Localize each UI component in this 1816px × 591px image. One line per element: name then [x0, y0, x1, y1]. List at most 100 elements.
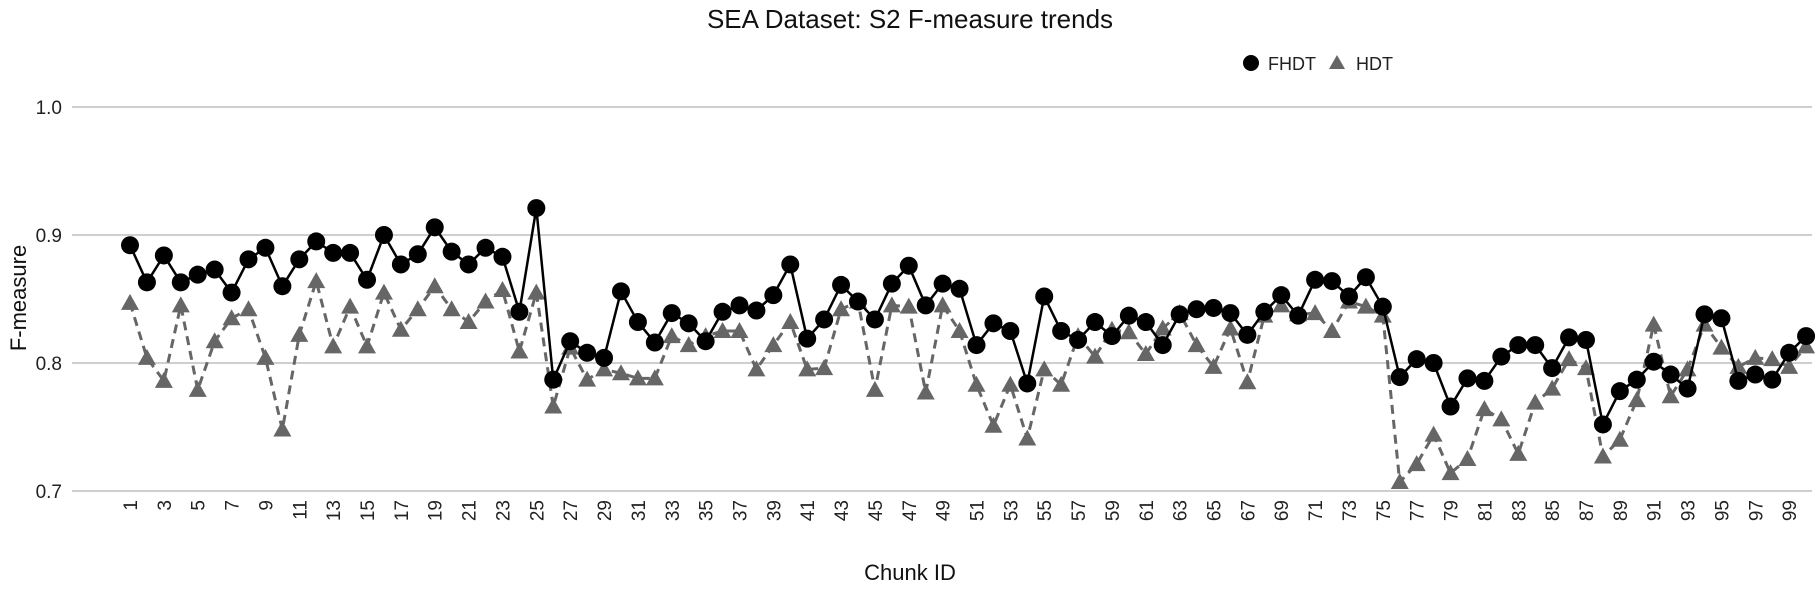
x-tick-label: 39 [764, 500, 785, 521]
data-point-fhdt [1543, 359, 1562, 378]
data-point-fhdt [205, 260, 224, 279]
data-point-fhdt [1424, 354, 1443, 372]
x-tick-label: 1 [121, 500, 142, 511]
data-point-hdt [256, 348, 275, 365]
data-point-fhdt [1221, 304, 1240, 323]
data-point-hdt [916, 383, 935, 400]
data-point-fhdt [1339, 287, 1358, 306]
data-point-hdt [391, 320, 410, 337]
data-point-hdt [1119, 323, 1138, 340]
data-point-hdt [764, 336, 783, 353]
x-tick-label: 79 [1442, 500, 1463, 521]
data-point-fhdt [1712, 309, 1731, 328]
data-point-hdt [307, 272, 326, 289]
data-point-fhdt [239, 250, 258, 269]
legend-fhdt-marker-icon [1243, 55, 1259, 71]
data-point-hdt [1187, 336, 1206, 353]
data-point-hdt [984, 416, 1003, 433]
y-axis-label: F-measure [6, 245, 31, 351]
data-point-fhdt [1492, 347, 1511, 366]
x-tick-label: 99 [1780, 500, 1801, 521]
x-tick-label: 15 [358, 500, 379, 521]
data-point-hdt [1543, 379, 1562, 396]
data-point-fhdt [188, 265, 207, 284]
data-point-hdt [476, 292, 495, 309]
data-point-hdt [1492, 410, 1511, 427]
data-point-fhdt [510, 302, 529, 321]
data-point-fhdt [832, 275, 851, 294]
x-tick-label: 89 [1611, 500, 1632, 521]
data-point-hdt [1695, 315, 1714, 332]
data-point-fhdt [374, 226, 393, 244]
x-tick-label: 81 [1475, 500, 1496, 521]
data-point-hdt [1356, 297, 1375, 314]
data-point-fhdt [408, 245, 427, 264]
data-point-fhdt [1610, 382, 1629, 401]
data-point-fhdt [1323, 272, 1342, 291]
x-tick-label: 49 [934, 500, 955, 521]
data-point-hdt [832, 300, 851, 317]
x-tick-label: 53 [1001, 500, 1022, 521]
x-tick-label: 87 [1577, 500, 1598, 521]
data-point-fhdt [1255, 302, 1274, 321]
data-point-hdt [205, 332, 224, 349]
data-point-fhdt [442, 242, 461, 261]
data-point-hdt [341, 297, 360, 314]
data-point-fhdt [544, 370, 563, 389]
x-tick-label: 21 [460, 500, 481, 521]
data-point-hdt [324, 337, 343, 354]
data-point-hdt [1221, 319, 1240, 336]
data-point-fhdt [578, 343, 597, 362]
data-point-fhdt [1797, 327, 1816, 346]
data-point-hdt [1136, 345, 1155, 362]
data-point-hdt [222, 309, 241, 326]
data-point-fhdt [1289, 306, 1308, 325]
data-point-hdt [1018, 429, 1037, 446]
x-tick-label: 71 [1306, 500, 1327, 521]
y-tick-label: 0.7 [36, 482, 62, 503]
data-point-hdt [1153, 319, 1172, 336]
data-point-fhdt [1661, 365, 1680, 384]
data-point-hdt [358, 337, 377, 354]
data-point-hdt [798, 360, 817, 377]
data-point-hdt [171, 296, 190, 313]
data-point-hdt [1323, 322, 1342, 338]
data-point-fhdt [611, 282, 630, 301]
data-point-hdt [950, 322, 969, 338]
x-tick-label: 35 [697, 500, 718, 521]
x-tick-label: 57 [1069, 500, 1090, 521]
data-point-fhdt [1441, 397, 1460, 416]
data-point-fhdt [1187, 300, 1206, 319]
data-point-fhdt [815, 310, 834, 329]
data-point-hdt [1424, 425, 1443, 442]
x-tick-label: 5 [189, 500, 210, 511]
x-tick-label: 27 [561, 500, 582, 521]
data-point-hdt [290, 325, 309, 342]
x-tick-label: 13 [324, 500, 345, 521]
data-point-fhdt [1509, 336, 1528, 355]
data-point-hdt [1712, 338, 1731, 355]
data-point-fhdt [899, 256, 918, 275]
x-axis-label: Chunk ID [864, 560, 956, 585]
data-point-hdt [121, 293, 139, 310]
data-point-hdt [1763, 350, 1782, 367]
data-point-hdt [1780, 357, 1799, 374]
data-point-fhdt [1678, 379, 1697, 398]
x-tick-label: 47 [900, 500, 921, 521]
x-tick-label: 19 [426, 500, 447, 521]
data-point-fhdt [645, 333, 664, 352]
data-point-fhdt [222, 283, 241, 302]
data-point-hdt [1052, 375, 1071, 392]
data-point-fhdt [1086, 313, 1105, 332]
data-point-hdt [137, 348, 156, 365]
data-point-fhdt [1593, 415, 1612, 434]
data-point-hdt [1272, 296, 1291, 313]
x-tick-label: 85 [1543, 500, 1564, 521]
data-point-hdt [188, 380, 207, 397]
data-point-fhdt [1052, 322, 1071, 340]
legend-fhdt-label: FHDT [1268, 54, 1316, 74]
data-point-hdt [1797, 337, 1816, 354]
data-point-hdt [1035, 360, 1054, 377]
data-point-fhdt [476, 238, 495, 257]
data-point-fhdt [628, 313, 647, 332]
